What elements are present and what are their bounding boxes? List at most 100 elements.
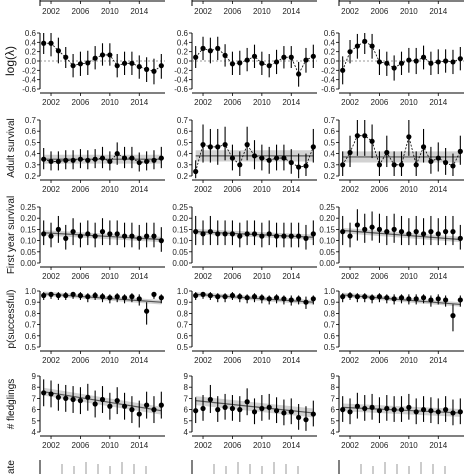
y-tick-label: 9 — [32, 372, 37, 381]
y-tick-label: 6 — [32, 406, 37, 415]
data-point — [237, 60, 243, 66]
data-point — [420, 407, 427, 413]
data-point — [369, 224, 375, 230]
y-tick-label: 0.6 — [324, 29, 336, 38]
x-tick-label: 2002 — [341, 98, 359, 107]
data-point — [340, 162, 346, 168]
x-tick-label: 2002 — [42, 356, 60, 365]
y-tick-label: 0.5 — [25, 138, 37, 147]
y-tick-label: -0.4 — [22, 76, 36, 85]
x-tick-label: 2014 — [130, 185, 148, 194]
data-point — [251, 53, 258, 59]
data-point — [369, 404, 375, 410]
data-point — [435, 296, 441, 302]
data-point — [273, 408, 280, 414]
y-tick-label: 0.25 — [172, 203, 188, 212]
x-tick-label: 2014 — [130, 441, 148, 450]
data-point — [457, 235, 463, 241]
data-point — [259, 60, 265, 66]
data-point — [193, 292, 199, 299]
y-tick-label: 0.15 — [20, 225, 36, 234]
y-tick-label: 0.7 — [324, 321, 336, 330]
data-point — [384, 149, 390, 156]
y-tick-label: 6 — [331, 406, 336, 415]
data-point — [48, 40, 54, 46]
data-point — [340, 407, 346, 413]
data-point — [398, 162, 405, 168]
y-tick-label: -0.6 — [22, 85, 36, 94]
data-point — [55, 292, 61, 299]
x-tick-label: 2002 — [194, 356, 212, 365]
data-point — [450, 163, 456, 169]
data-point — [384, 405, 390, 412]
data-point — [435, 59, 441, 65]
data-point — [428, 408, 434, 414]
x-tick-label: 2006 — [224, 356, 242, 365]
data-point — [273, 155, 280, 161]
x-tick-label: 2006 — [224, 272, 242, 281]
x-tick-label: 2014 — [282, 98, 300, 107]
y-tick-label: 0.4 — [324, 150, 336, 159]
data-point — [340, 67, 346, 73]
data-point — [391, 162, 397, 168]
data-point — [99, 396, 106, 403]
y-tick-label: 0.4 — [324, 38, 336, 47]
data-point — [443, 159, 449, 166]
row-label-1: log(λ) — [3, 46, 17, 76]
data-point — [129, 155, 135, 161]
data-point — [347, 49, 353, 55]
data-point — [457, 409, 463, 415]
data-point — [41, 156, 47, 162]
top-strip-tick-label: 2006 — [371, 7, 389, 16]
y-tick-label: 0.5 — [324, 138, 336, 147]
data-point — [158, 402, 164, 408]
data-point — [259, 405, 265, 412]
data-point — [222, 231, 228, 237]
x-tick-label: 2014 — [282, 185, 300, 194]
y-tick-label: 0.6 — [324, 332, 336, 341]
y-tick-label: -0.4 — [321, 76, 335, 85]
data-point — [398, 229, 405, 235]
data-point — [340, 229, 346, 235]
data-point — [193, 54, 199, 60]
y-tick-label: 0.10 — [172, 237, 188, 246]
data-point — [347, 292, 353, 299]
y-tick-label: 0.0 — [177, 57, 189, 66]
y-tick-label: 5 — [184, 417, 189, 426]
x-tick-label: 2014 — [282, 356, 300, 365]
panel-r5-c2: 9 8 7 6 5 4 2002 2006 2010 2014 — [184, 372, 317, 450]
data-point — [200, 45, 206, 52]
y-tick-label: 0.25 — [20, 203, 36, 212]
panel-r2-c2: 0.7 0.6 0.5 0.4 0.3 0.2 2002 2006 2010 2014 — [177, 116, 317, 194]
x-tick-label: 2006 — [371, 98, 389, 107]
data-point — [354, 294, 360, 300]
row-label-4: p(successful) — [6, 290, 17, 349]
data-point — [354, 133, 360, 139]
data-point — [63, 292, 69, 299]
data-point — [107, 295, 113, 301]
x-tick-label: 2002 — [341, 441, 359, 450]
data-point — [158, 63, 164, 69]
data-point — [259, 295, 265, 301]
y-tick-label: 0.8 — [25, 309, 37, 318]
data-point — [55, 48, 61, 54]
data-point — [362, 38, 368, 45]
x-tick-label: 2014 — [429, 98, 447, 107]
data-point — [136, 411, 142, 417]
y-tick-label: 0.20 — [172, 214, 188, 223]
x-tick-label: 2010 — [253, 356, 271, 365]
data-point — [77, 292, 84, 299]
data-point — [222, 52, 228, 59]
data-point — [70, 157, 76, 163]
data-point — [99, 52, 106, 58]
data-point — [85, 157, 91, 163]
x-tick-label: 2014 — [282, 441, 300, 450]
y-tick-label: 0.9 — [25, 298, 37, 307]
y-tick-label: 0.4 — [25, 38, 37, 47]
data-point — [144, 158, 150, 165]
data-point — [144, 66, 150, 72]
x-tick-label: 2006 — [224, 185, 242, 194]
y-tick-label: 0.8 — [324, 309, 336, 318]
data-point — [384, 60, 390, 66]
y-tick-label: 0.8 — [177, 309, 189, 318]
